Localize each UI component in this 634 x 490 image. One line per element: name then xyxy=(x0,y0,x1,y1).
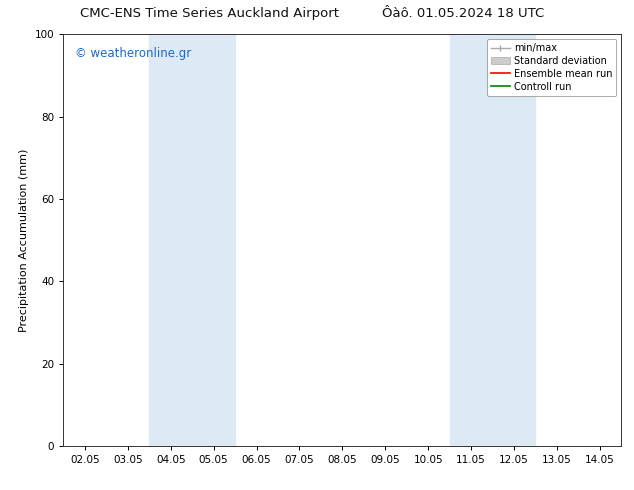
Text: CMC-ENS Time Series Auckland Airport: CMC-ENS Time Series Auckland Airport xyxy=(80,7,339,21)
Text: Ôàô. 01.05.2024 18 UTC: Ôàô. 01.05.2024 18 UTC xyxy=(382,7,544,21)
Legend: min/max, Standard deviation, Ensemble mean run, Controll run: min/max, Standard deviation, Ensemble me… xyxy=(487,39,616,96)
Text: © weatheronline.gr: © weatheronline.gr xyxy=(75,47,191,60)
Y-axis label: Precipitation Accumulation (mm): Precipitation Accumulation (mm) xyxy=(19,148,29,332)
Bar xyxy=(450,34,536,446)
Bar xyxy=(149,34,235,446)
